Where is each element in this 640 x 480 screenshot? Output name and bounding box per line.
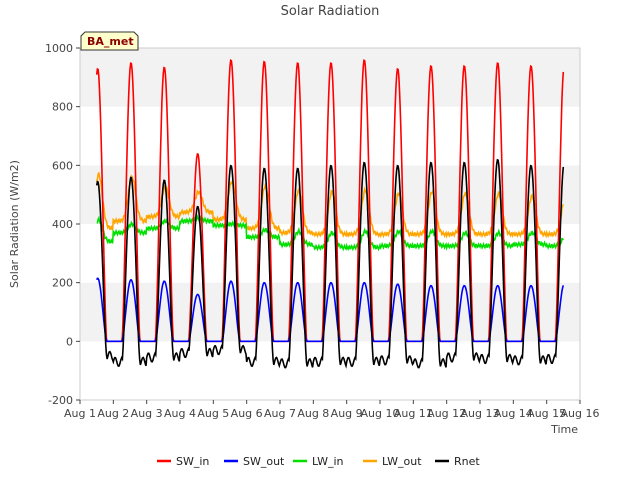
x-axis-label: Time — [550, 423, 578, 436]
legend-label-rnet: Rnet — [454, 455, 480, 468]
y-tick-label: 600 — [52, 159, 73, 172]
y-tick-label: 0 — [66, 335, 73, 348]
legend: SW_in SW_out LW_in LW_out Rnet — [157, 455, 480, 468]
x-tick-label: Aug 7 — [264, 407, 296, 420]
chart-title: Solar Radiation — [281, 4, 380, 19]
x-tick-label: Aug 10 — [361, 407, 400, 420]
x-tick-label: Aug 11 — [394, 407, 433, 420]
series-lines — [95, 59, 565, 369]
legend-label-sw-in: SW_in — [176, 455, 209, 468]
y-tick-label: 400 — [52, 218, 73, 231]
grid-band — [80, 341, 580, 400]
x-tick-label: Aug 2 — [97, 407, 129, 420]
site-badge: BA_met — [80, 31, 139, 51]
y-tick-label: 800 — [52, 101, 73, 114]
x-tick-label: Aug 1 — [64, 407, 96, 420]
y-tick-label: 1000 — [45, 42, 73, 55]
series-line-sw-out — [95, 277, 565, 343]
x-tick-label: Aug 9 — [331, 407, 363, 420]
x-tick-label: Aug 3 — [131, 407, 163, 420]
legend-label-lw-out: LW_out — [382, 455, 422, 468]
x-tick-label: Aug 5 — [197, 407, 229, 420]
y-tick-label: -200 — [48, 394, 73, 407]
y-axis-ticks: -200 0 200 400 600 800 1000 — [45, 42, 80, 407]
x-axis-ticks: Aug 1 Aug 2 Aug 3 Aug 4 Aug 5 Aug 6 Aug 7 Aug 8… — [64, 400, 599, 420]
series-line-rnet — [95, 158, 565, 369]
series-line-lw-out — [95, 172, 565, 239]
x-tick-label: Aug 6 — [231, 407, 263, 420]
legend-label-lw-in: LW_in — [312, 455, 344, 468]
x-tick-label: Aug 8 — [297, 407, 329, 420]
x-tick-label: Aug 12 — [427, 407, 466, 420]
grid-band — [80, 282, 580, 342]
x-tick-label: Aug 14 — [494, 407, 533, 420]
badge-label: BA_met — [87, 35, 134, 48]
badge-box — [80, 31, 139, 51]
x-tick-label: Aug 16 — [561, 407, 600, 420]
x-tick-label: Aug 13 — [461, 407, 500, 420]
x-tick-label: Aug 15 — [527, 407, 566, 420]
grid-band — [80, 106, 580, 166]
legend-label-sw-out: SW_out — [243, 455, 285, 468]
series-line-lw-in — [96, 214, 565, 252]
y-axis-label: Solar Radiation (W/m2) — [8, 160, 21, 288]
y-tick-label: 200 — [52, 277, 73, 290]
x-tick-label: Aug 4 — [164, 407, 196, 420]
